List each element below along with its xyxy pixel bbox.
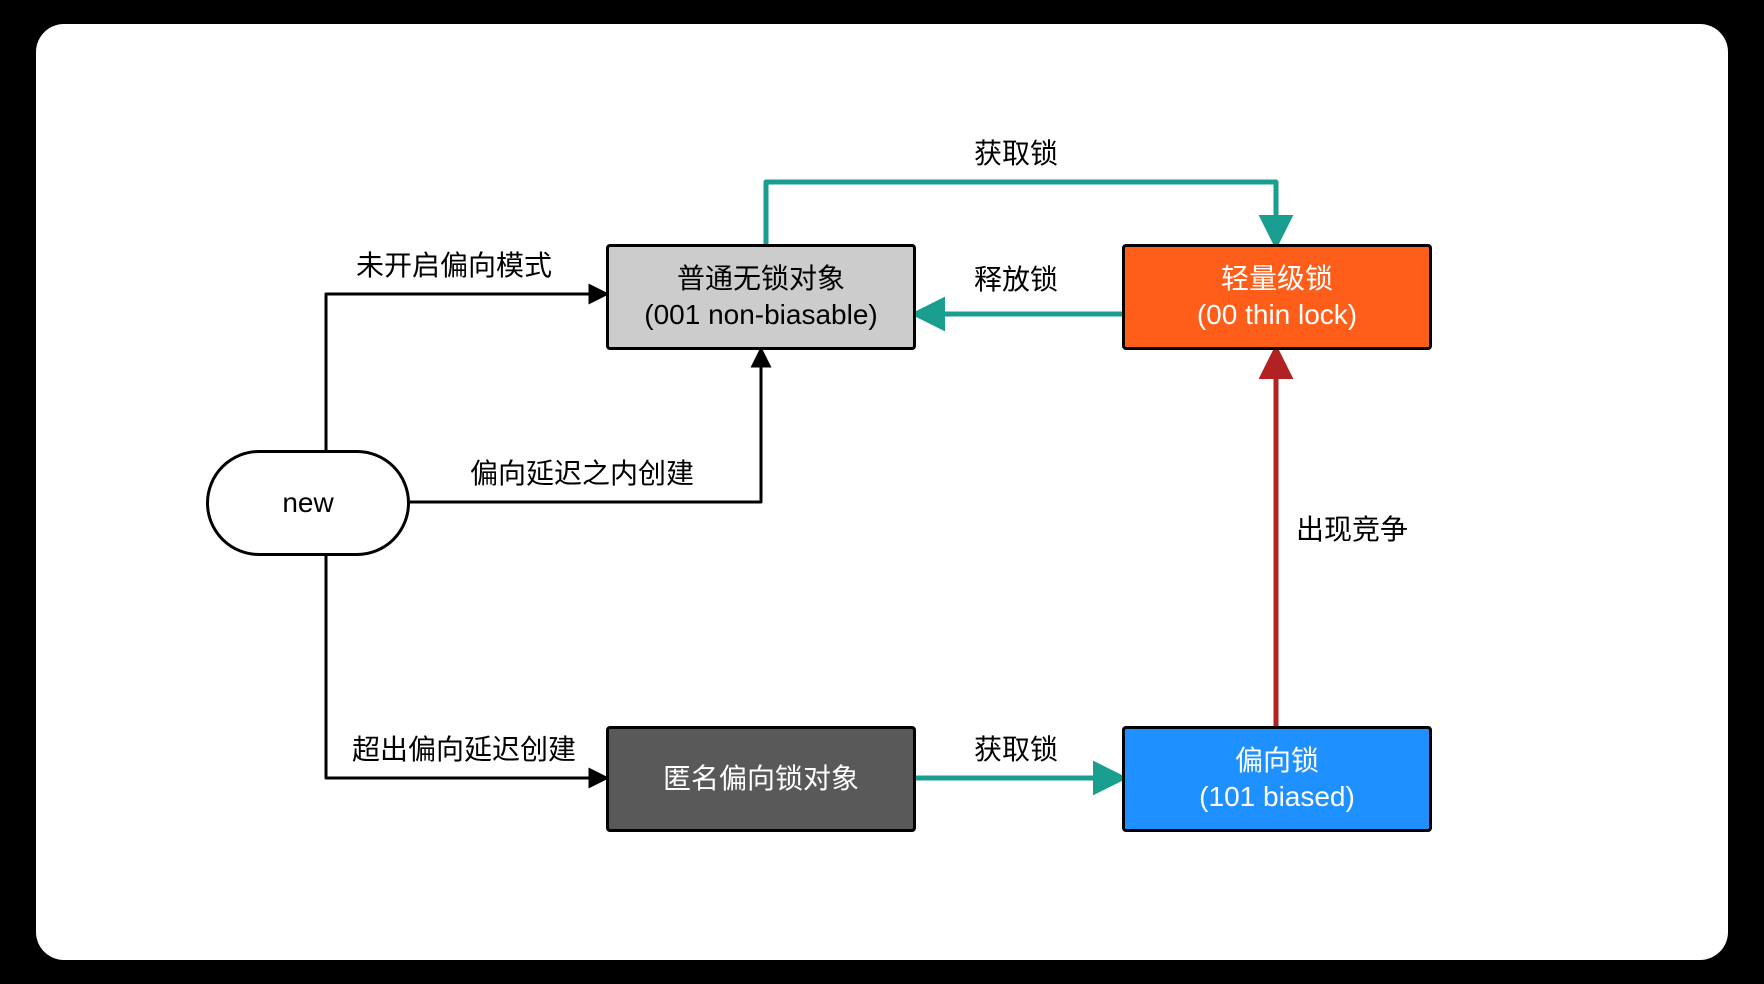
node-anonbiased-line1: 匿名偏向锁对象	[663, 761, 859, 797]
node-biased: 偏向锁(101 biased)	[1122, 726, 1432, 832]
node-biased-line2: (101 biased)	[1199, 779, 1355, 815]
node-thinlock: 轻量级锁(00 thin lock)	[1122, 244, 1432, 350]
node-thinlock-line2: (00 thin lock)	[1197, 297, 1357, 333]
edge-label-thinlock-to-nonbiasable: 释放锁	[974, 258, 1058, 298]
node-new: new	[206, 450, 410, 556]
node-anonbiased: 匿名偏向锁对象	[606, 726, 916, 832]
node-nonbiasable-line1: 普通无锁对象	[677, 261, 845, 297]
edge-label-anonbiased-to-biased: 获取锁	[974, 728, 1058, 768]
edge-label-new-to-nonbiasable-delay: 偏向延迟之内创建	[470, 452, 694, 492]
node-new-line1: new	[282, 485, 333, 521]
diagram-canvas: new 普通无锁对象(001 non-biasable) 轻量级锁(00 thin …	[36, 24, 1728, 960]
edge-nonbiasable-to-thinlock	[766, 182, 1276, 244]
node-thinlock-line1: 轻量级锁	[1221, 261, 1333, 297]
edge-label-nonbiasable-to-thinlock: 获取锁	[974, 132, 1058, 172]
edge-label-biased-to-thinlock: 出现竞争	[1296, 508, 1408, 548]
edge-label-new-to-nonbiasable: 未开启偏向模式	[356, 244, 552, 284]
edge-new-to-nonbiasable	[326, 294, 606, 450]
node-biased-line1: 偏向锁	[1235, 743, 1319, 779]
node-nonbiasable: 普通无锁对象(001 non-biasable)	[606, 244, 916, 350]
node-nonbiasable-line2: (001 non-biasable)	[644, 297, 878, 333]
edge-label-new-to-anonbiased: 超出偏向延迟创建	[352, 728, 576, 768]
